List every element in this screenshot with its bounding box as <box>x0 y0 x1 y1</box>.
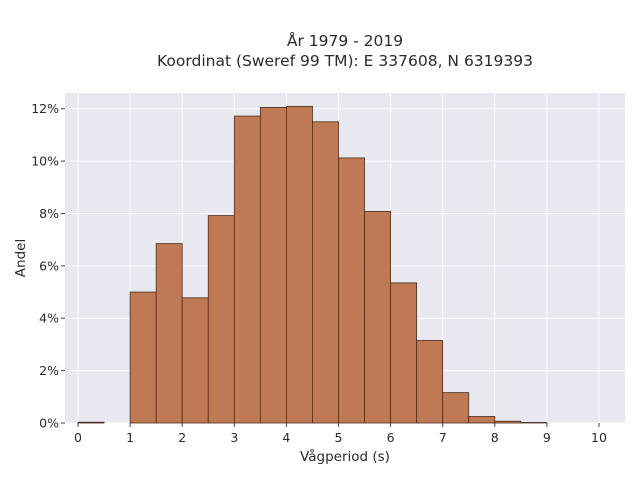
x-tick-label: 3 <box>230 430 238 445</box>
histogram-bar <box>181 297 209 424</box>
x-tick-label: 5 <box>335 430 343 445</box>
x-tick-label: 4 <box>282 430 290 445</box>
x-tick-label: 10 <box>591 430 607 445</box>
histogram-bar <box>77 421 105 424</box>
y-axis-ticks: 0% 2% 4% 6% 8% 10% 12% <box>31 101 65 431</box>
y-tick-label: 8% <box>39 206 59 221</box>
histogram-bar <box>364 210 391 424</box>
y-tick-label: 2% <box>39 363 59 378</box>
y-tick-label: 0% <box>39 416 59 431</box>
bars <box>77 105 548 424</box>
y-tick-label: 4% <box>39 311 59 326</box>
histogram-bar <box>416 340 444 424</box>
histogram-bar <box>312 121 339 424</box>
chart-title-line1: År 1979 - 2019 <box>287 31 403 50</box>
y-tick-label: 12% <box>31 101 59 116</box>
x-tick-label: 8 <box>491 430 499 445</box>
histogram-bar <box>129 291 157 424</box>
histogram-bar <box>259 107 287 424</box>
y-tick-label: 6% <box>39 258 59 273</box>
histogram-bar <box>233 115 261 424</box>
histogram-bar <box>390 282 418 424</box>
histogram-bar <box>338 157 365 424</box>
histogram-bar <box>468 416 496 424</box>
x-tick-label: 1 <box>126 430 134 445</box>
x-tick-label: 6 <box>387 430 395 445</box>
x-tick-label: 0 <box>74 430 82 445</box>
histogram-bar <box>155 243 183 424</box>
x-axis-label: Vågperiod (s) <box>300 448 390 465</box>
y-axis-label: Andel <box>13 239 29 277</box>
x-tick-label: 7 <box>439 430 447 445</box>
y-tick-label: 10% <box>31 154 59 169</box>
histogram-bar <box>285 105 313 424</box>
x-axis-ticks: 0 1 2 3 4 5 6 7 8 9 10 <box>74 423 607 445</box>
x-tick-label: 9 <box>543 430 551 445</box>
histogram-bar <box>442 392 470 424</box>
x-tick-label: 2 <box>178 430 186 445</box>
chart-title-line2: Koordinat (Sweref 99 TM): E 337608, N 63… <box>157 52 533 70</box>
histogram-bar <box>520 422 548 424</box>
histogram-bar <box>494 420 522 424</box>
histogram-bar <box>207 215 235 424</box>
